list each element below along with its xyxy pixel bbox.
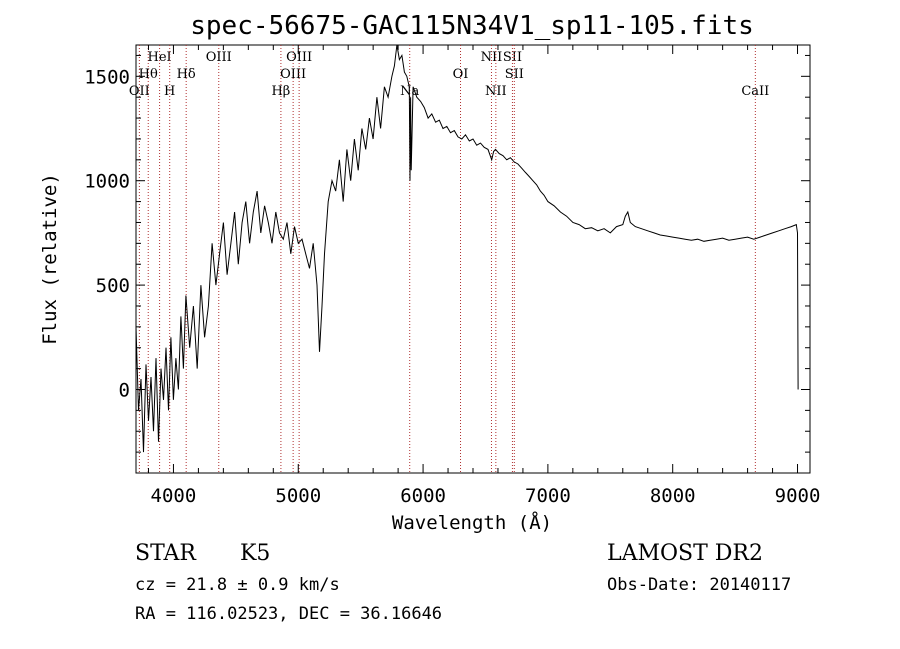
x-tick-label: 9000 [775,485,821,507]
line-marker-label: Hδ [177,67,196,82]
line-marker-label: NII [481,50,503,65]
spectrum-line [135,44,799,453]
line-marker-label: NII [485,84,507,99]
y-tick-label: 1000 [84,171,130,193]
object-class: STAR [135,541,197,566]
y-tick-label: 1500 [84,66,130,88]
y-tick-label: 0 [119,379,130,401]
object-subclass: K5 [240,541,270,566]
x-tick-label: 5000 [275,485,321,507]
y-axis-label: Flux (relative) [39,173,61,345]
axis-ticks: 4000 5000 6000 7000 8000 9000 0 500 1000 1500 [84,45,820,507]
survey-name: LAMOST DR2 [607,541,763,566]
line-marker-label: SII [505,67,524,82]
line-marker-label: Hθ [139,67,158,82]
x-axis-label: Wavelength (Å) [392,511,552,534]
x-tick-label: 4000 [151,485,197,507]
line-marker-label: OI [453,67,469,82]
line-marker-label: OII [129,84,150,99]
line-marker-label: H [164,84,175,99]
x-tick-label: 7000 [525,485,571,507]
line-marker-label: CaII [741,84,769,99]
observation-date: Obs-Date: 20140117 [607,575,791,595]
plot-frame [135,44,811,474]
coordinates-text: RA = 116.02523, DEC = 36.16646 [135,604,442,624]
line-marker-label: Hβ [271,84,290,99]
x-tick-label: 8000 [650,485,696,507]
y-tick-label: 500 [96,275,130,297]
line-marker-label: OIII [286,50,312,65]
line-marker-label: OIII [280,67,306,82]
line-marker-label: OIII [206,50,232,65]
chart-title: spec-56675-GAC115N34V1_sp11-105.fits [190,11,754,41]
line-marker-label: SII [503,50,522,65]
line-marker-label: Na [400,84,419,99]
redshift-text: cz = 21.8 ± 0.9 km/s [135,575,340,595]
emission-line-markers: OIIHθHeIHHδOIIIHβOIIIOIIINaOINIINIISIISI… [129,45,769,473]
line-marker-label: HeI [148,50,172,65]
x-tick-label: 6000 [400,485,446,507]
